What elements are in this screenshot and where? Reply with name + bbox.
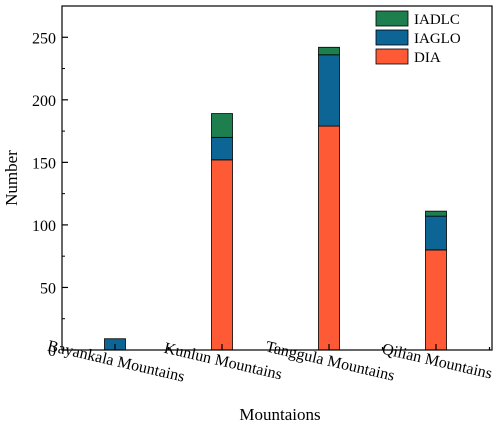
legend-swatch: [375, 10, 409, 27]
bar-segment-iaglo: [425, 215, 447, 251]
y-tick-label: 200: [32, 93, 56, 110]
bar-segment-dia: [425, 249, 447, 351]
y-tick-label: 100: [32, 218, 56, 235]
legend-swatch: [375, 29, 409, 46]
y-tick-label: 50: [40, 280, 56, 297]
bar-segment-iaglo: [318, 54, 340, 127]
bar-segment-iaglo: [211, 136, 233, 161]
bar-segment-iadlc: [425, 210, 447, 217]
legend: IADLC IAGLO DIA: [375, 10, 461, 66]
x-axis-label: Mountaions: [239, 405, 320, 424]
y-tick-label: 250: [32, 30, 56, 47]
bar-segment-dia: [211, 159, 233, 351]
bar-segment-iadlc: [318, 46, 340, 56]
plot-frame: [61, 5, 493, 351]
bar-segment-dia: [318, 125, 340, 351]
y-axis: 0 50 100 150 200 250: [32, 5, 68, 360]
legend-label: DIA: [414, 50, 441, 66]
y-tick-label: 0: [48, 343, 56, 360]
bar-segment-iadlc: [211, 113, 233, 138]
bars-layer: [104, 46, 447, 351]
legend-label: IAGLO: [414, 31, 461, 47]
y-axis-label: Number: [2, 150, 21, 206]
legend-swatch: [375, 48, 409, 65]
y-tick-label: 150: [32, 155, 56, 172]
legend-label: IADLC: [414, 12, 460, 28]
